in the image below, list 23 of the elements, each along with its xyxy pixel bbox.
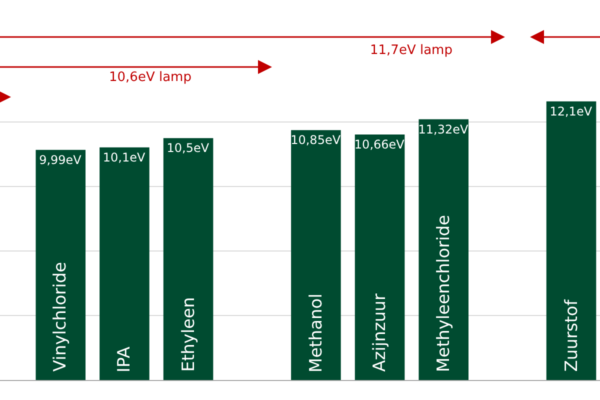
data-label: 11,32eV	[418, 122, 469, 136]
annotation: 11,7eV lamp	[370, 43, 452, 58]
x-tick-label: IPA	[114, 346, 134, 372]
bar	[36, 150, 86, 380]
data-label: 10,5eV	[166, 141, 210, 156]
x-tick-label: Methyleenchloride	[434, 214, 454, 372]
bar	[354, 134, 405, 380]
data-label: 10,66eV	[354, 138, 406, 152]
data-label: 9,99eV	[39, 152, 82, 167]
data-label: 12,1eV	[550, 104, 593, 118]
x-tick-label: Zuurstof	[562, 298, 582, 372]
x-tick-label: Azijnzuur	[370, 294, 390, 372]
x-tick-label: Methanol	[306, 294, 326, 372]
annotation: 10,6eV lamp	[109, 70, 192, 85]
bar	[100, 147, 150, 380]
x-tick-label: Ethyleen	[178, 297, 199, 372]
bar	[163, 138, 214, 380]
data-label: 10,1eV	[102, 150, 146, 164]
x-tick-label: Vinylchloride	[50, 262, 71, 372]
data-label: 10,85eV	[290, 133, 342, 148]
bar	[546, 101, 596, 380]
bar	[291, 130, 341, 380]
bar	[418, 119, 469, 380]
